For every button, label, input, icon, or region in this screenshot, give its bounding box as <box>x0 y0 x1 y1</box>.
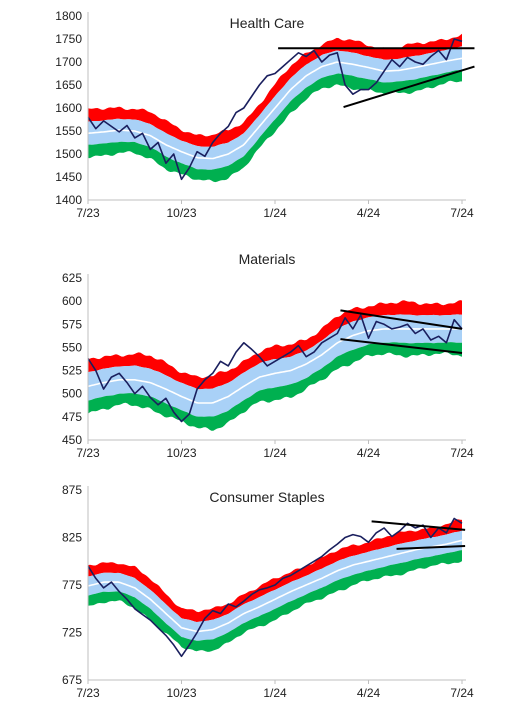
middle-blue-band <box>88 530 462 641</box>
upper-red-band <box>88 33 462 147</box>
x-tick-label: 7/23 <box>76 446 100 460</box>
price-series-line <box>87 517 463 658</box>
y-tick-label: 775 <box>62 578 82 592</box>
x-tick-label: 10/23 <box>166 446 196 460</box>
x-tick-label: 1/24 <box>263 206 287 220</box>
trendline-1 <box>371 520 466 531</box>
y-tick-label: 1600 <box>55 101 82 115</box>
bands <box>88 33 463 183</box>
y-tick-label: 725 <box>62 626 82 640</box>
y-tick-label: 875 <box>62 483 82 497</box>
y-tick-label: 475 <box>62 410 82 424</box>
x-tick-label: 7/24 <box>450 686 474 700</box>
y-tick-label: 825 <box>62 531 82 545</box>
trendline-1 <box>340 309 463 330</box>
chart-title: Materials <box>239 251 296 267</box>
lower-green-band <box>88 550 462 652</box>
y-tick-label: 550 <box>62 340 82 354</box>
x-tick-label: 7/23 <box>76 686 100 700</box>
y-tick-label: 1500 <box>55 147 82 161</box>
x-tick-label: 4/24 <box>357 206 381 220</box>
y-tick-label: 625 <box>62 271 82 285</box>
chart-title: Health Care <box>230 15 305 31</box>
x-tick-label: 10/23 <box>166 686 196 700</box>
chart-panel-3: 675 725 775 825 875 7/23 10/23 1/24 4/24 7/24 Cons… <box>62 483 474 700</box>
x-tick-label: 4/24 <box>357 686 381 700</box>
x-tick-label: 7/24 <box>450 446 474 460</box>
y-tick-label: 600 <box>62 294 82 308</box>
y-tick-label: 500 <box>62 387 82 401</box>
band-midline <box>88 57 463 160</box>
y-tick-label: 1550 <box>55 124 82 138</box>
lower-green-band <box>88 69 462 183</box>
y-tick-label: 1700 <box>55 55 82 69</box>
y-tick-label: 1400 <box>55 193 82 207</box>
chart-title: Consumer Staples <box>209 489 324 505</box>
x-tick-label: 7/23 <box>76 206 100 220</box>
y-tick-label: 1800 <box>55 9 82 23</box>
x-tick-label: 4/24 <box>357 446 381 460</box>
price-series-line <box>87 38 463 181</box>
upper-red-band <box>88 300 462 390</box>
y-tick-label: 575 <box>62 317 82 331</box>
chart-panel-2: 450 475 500 525 550 575 600 625 7/23 10/23 1/24 4/2… <box>62 251 474 460</box>
middle-blue-band <box>88 314 462 417</box>
band-midline <box>88 539 463 633</box>
band-midline <box>88 328 462 404</box>
x-tick-label: 10/23 <box>166 206 196 220</box>
y-tick-label: 525 <box>62 364 82 378</box>
trendline-2 <box>396 545 466 550</box>
x-tick-label: 1/24 <box>263 446 287 460</box>
bands <box>88 300 462 431</box>
lower-green-band <box>88 342 462 431</box>
y-tick-label: 675 <box>62 673 82 687</box>
chart-panel-1: 1400 1450 1500 1550 1600 1650 1700 1750 1800 7/23… <box>55 9 475 220</box>
y-tick-label: 1650 <box>55 78 82 92</box>
y-tick-label: 1750 <box>55 32 82 46</box>
bands <box>88 519 463 652</box>
trendline-2 <box>343 65 475 109</box>
upper-red-band <box>88 519 462 622</box>
y-tick-label: 1450 <box>55 170 82 184</box>
x-tick-label: 1/24 <box>263 686 287 700</box>
x-tick-label: 7/24 <box>450 206 474 220</box>
y-tick-label: 450 <box>62 433 82 447</box>
trendline-2 <box>340 338 463 354</box>
price-series-line <box>87 314 463 423</box>
